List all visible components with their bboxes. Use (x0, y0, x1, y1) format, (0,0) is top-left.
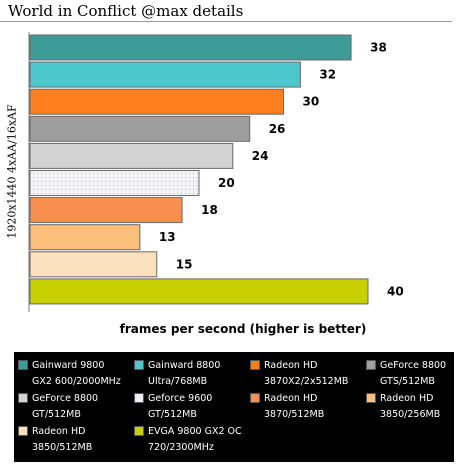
legend-label-line2: 3870/512MB (264, 409, 325, 420)
legend-swatch (366, 393, 376, 403)
chart-title: World in Conflict @max details (8, 2, 244, 20)
legend-label-line1: Gainward 9800 (32, 360, 105, 371)
bar-value-label-2: 32 (319, 68, 336, 82)
legend-item: Gainward 9800 GX2 600/2000MHz (18, 358, 134, 391)
legend-label-line1: Geforce 9600 (148, 393, 213, 404)
legend-label: GeForce 8800 GT/512MB (32, 391, 98, 423)
legend-item: Radeon HD 3850/512MB (18, 424, 134, 457)
legend-swatch (250, 393, 260, 403)
bar-10 (29, 278, 369, 305)
legend-item: Radeon HD 3870X2/2x512MB (250, 358, 366, 391)
legend-item: Geforce 9600 GT/512MB (134, 391, 250, 424)
title-divider (0, 21, 452, 22)
bar-1 (29, 34, 352, 61)
legend-label-line2: 720/2300MHz (148, 442, 214, 453)
legend-label-line1: EVGA 9800 GX2 OC (148, 426, 242, 437)
legend-label: Geforce 9600 GT/512MB (148, 391, 212, 423)
bar-value-label-4: 26 (269, 122, 286, 136)
legend-label-line1: Radeon HD (264, 393, 318, 404)
legend-label-line2: GX2 600/2000MHz (32, 376, 121, 387)
legend-label-line2: GT/512MB (148, 409, 197, 420)
legend-label-line2: GT/512MB (32, 409, 81, 420)
legend-label: Gainward 9800 GX2 600/2000MHz (32, 358, 121, 390)
legend-label-line2: Ultra/768MB (148, 376, 208, 387)
bar-8 (29, 224, 141, 251)
legend-label: Radeon HD 3870/512MB (264, 391, 324, 423)
bar-9 (29, 251, 158, 278)
legend-swatch (134, 360, 144, 370)
legend-label-line1: Radeon HD (380, 393, 434, 404)
legend-swatch (18, 360, 28, 370)
legend-label-line2: 3850/512MB (32, 442, 93, 453)
legend-swatch (18, 426, 28, 436)
bar-value-label-8: 13 (159, 230, 176, 244)
legend-item: Radeon HD 3870/512MB (250, 391, 366, 424)
legend-item: GeForce 8800 GT/512MB (18, 391, 134, 424)
bar-3 (29, 88, 284, 115)
bar-value-label-3: 30 (303, 95, 320, 109)
bar-4 (29, 115, 251, 142)
legend-label: Gainward 8800 Ultra/768MB (148, 358, 220, 390)
legend-label: Radeon HD 3850/512MB (32, 424, 92, 456)
bar-value-label-7: 18 (201, 203, 218, 217)
legend-label-line1: GeForce 8800 (380, 360, 447, 371)
legend-label-line1: Radeon HD (264, 360, 318, 371)
bar-value-label-1: 38 (370, 41, 387, 55)
legend-swatch (134, 393, 144, 403)
bar-5 (29, 142, 234, 169)
legend-swatch (250, 360, 260, 370)
legend-label-line1: Radeon HD (32, 426, 86, 437)
legend-label-line2: 3870X2/2x512MB (264, 376, 349, 387)
legend-swatch (18, 393, 28, 403)
bar-value-label-9: 15 (176, 257, 193, 271)
legend-label: Radeon HD 3870X2/2x512MB (264, 358, 348, 390)
legend-label: EVGA 9800 GX2 OC 720/2300MHz (148, 424, 242, 456)
bar-6 (29, 170, 200, 196)
legend-label-line1: Gainward 8800 (148, 360, 221, 371)
legend-label: Radeon HD 3850/256MB (380, 391, 440, 423)
legend: Gainward 9800 GX2 600/2000MHz Gainward 880… (14, 352, 454, 462)
legend-item: EVGA 9800 GX2 OC 720/2300MHz (134, 424, 250, 457)
bar-value-label-5: 24 (252, 149, 269, 163)
legend-swatch (366, 360, 376, 370)
legend-item: GeForce 8800 GTS/512MB (366, 358, 454, 391)
legend-label-line2: 3850/256MB (380, 409, 441, 420)
legend-label-line1: GeForce 8800 (32, 393, 99, 404)
legend-item: Gainward 8800 Ultra/768MB (134, 358, 250, 391)
legend-label-line2: GTS/512MB (380, 376, 435, 387)
legend-item: Radeon HD 3850/256MB (366, 391, 454, 424)
bar-7 (29, 197, 183, 224)
x-axis-label: frames per second (higher is better) (119, 322, 367, 336)
legend-label: GeForce 8800 GTS/512MB (380, 358, 446, 390)
bar-value-label-6: 20 (218, 176, 235, 190)
legend-swatch (134, 426, 144, 436)
bar-value-label-10: 40 (387, 284, 404, 298)
bar-2 (29, 61, 301, 88)
